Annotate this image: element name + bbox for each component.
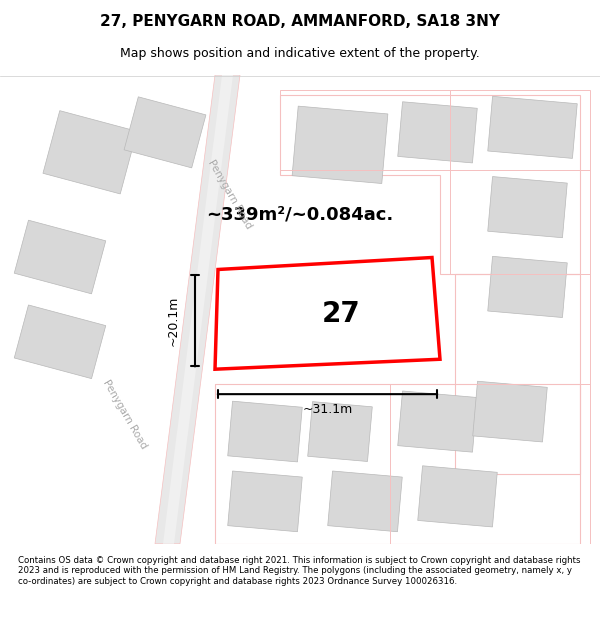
Polygon shape [488, 96, 577, 158]
Text: ~31.1m: ~31.1m [302, 402, 353, 416]
Polygon shape [228, 471, 302, 532]
Polygon shape [155, 75, 240, 544]
Polygon shape [124, 97, 206, 168]
Text: ~339m²/~0.084ac.: ~339m²/~0.084ac. [206, 206, 394, 224]
Polygon shape [292, 106, 388, 184]
Polygon shape [328, 471, 402, 532]
Text: 27, PENYGARN ROAD, AMMANFORD, SA18 3NY: 27, PENYGARN ROAD, AMMANFORD, SA18 3NY [100, 14, 500, 29]
Text: Penygarn Road: Penygarn Road [101, 378, 149, 451]
Polygon shape [398, 391, 477, 452]
Text: 27: 27 [322, 300, 361, 328]
Text: Penygarn Road: Penygarn Road [206, 158, 254, 231]
Polygon shape [398, 102, 477, 163]
Polygon shape [14, 220, 106, 294]
Polygon shape [488, 177, 567, 238]
Text: Contains OS data © Crown copyright and database right 2021. This information is : Contains OS data © Crown copyright and d… [18, 556, 581, 586]
Polygon shape [14, 305, 106, 379]
Polygon shape [43, 111, 137, 194]
Text: ~20.1m: ~20.1m [167, 296, 179, 346]
Polygon shape [418, 466, 497, 527]
Polygon shape [163, 75, 233, 544]
Text: Map shows position and indicative extent of the property.: Map shows position and indicative extent… [120, 48, 480, 61]
Polygon shape [228, 401, 302, 462]
Polygon shape [473, 381, 547, 442]
Polygon shape [308, 402, 372, 461]
Polygon shape [488, 256, 567, 318]
Polygon shape [215, 258, 440, 369]
